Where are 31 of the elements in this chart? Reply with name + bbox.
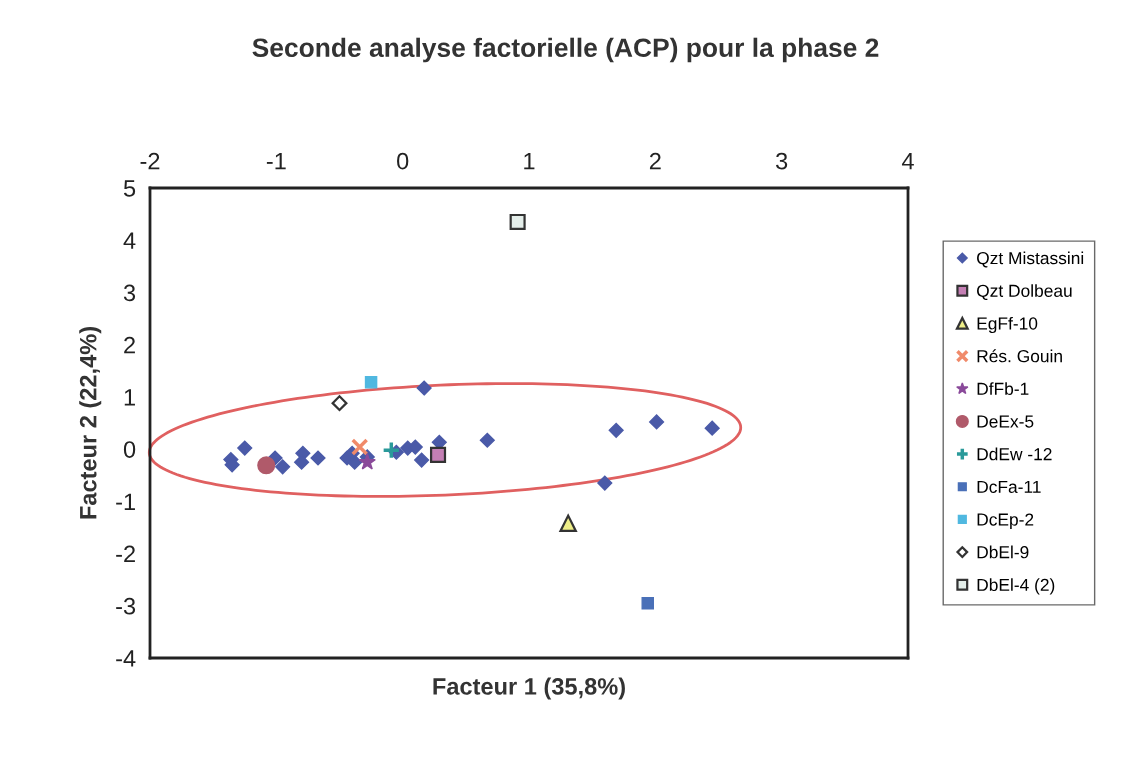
y-tick-label: 2 <box>124 336 135 354</box>
y-tick-label: 0 <box>123 441 136 458</box>
y-tick-label: -3 <box>116 597 136 615</box>
x-tick-label: -1 <box>266 152 286 170</box>
legend-label: Qzt Mistassini <box>977 251 1084 268</box>
y-tick-label: 3 <box>123 284 136 302</box>
y-tick-label: 1 <box>124 389 135 406</box>
legend-label: DbEl-9 <box>977 545 1029 559</box>
legend-label: DcEp-2 <box>977 513 1034 530</box>
legend-label: DfFb-1 <box>977 382 1029 395</box>
y-tick-label: -1 <box>116 493 135 510</box>
chart-title: Seconde analyse factorielle (ACP) pour la phase 2 <box>252 37 879 63</box>
legend-label: DeEx-5 <box>977 415 1034 428</box>
x-tick-label: 0 <box>397 152 409 170</box>
x-axis-title: Facteur 1 (35,8%) <box>433 677 625 700</box>
x-tick-label: 3 <box>776 152 788 170</box>
x-tick-label: -2 <box>140 152 160 170</box>
x-tick-label: 2 <box>649 152 661 170</box>
legend-label: Qzt Dolbeau <box>977 284 1072 301</box>
y-tick-label: 4 <box>123 232 136 249</box>
legend-label: Rés. Gouin <box>977 349 1062 363</box>
legend-label: EgFf-10 <box>977 316 1038 334</box>
x-tick-label: 4 <box>901 152 914 170</box>
legend-label: DbEl-4 (2) <box>977 578 1055 595</box>
legend-label: DdEw -12 <box>977 447 1052 461</box>
x-tick-label: 1 <box>524 152 535 170</box>
y-tick-label: -2 <box>116 545 135 563</box>
legend-label: DcFa-11 <box>977 480 1041 494</box>
y-axis-title: Facteur 2 (22,4%) <box>79 327 102 519</box>
y-tick-label: -4 <box>116 650 136 667</box>
y-tick-label: 5 <box>123 180 136 197</box>
